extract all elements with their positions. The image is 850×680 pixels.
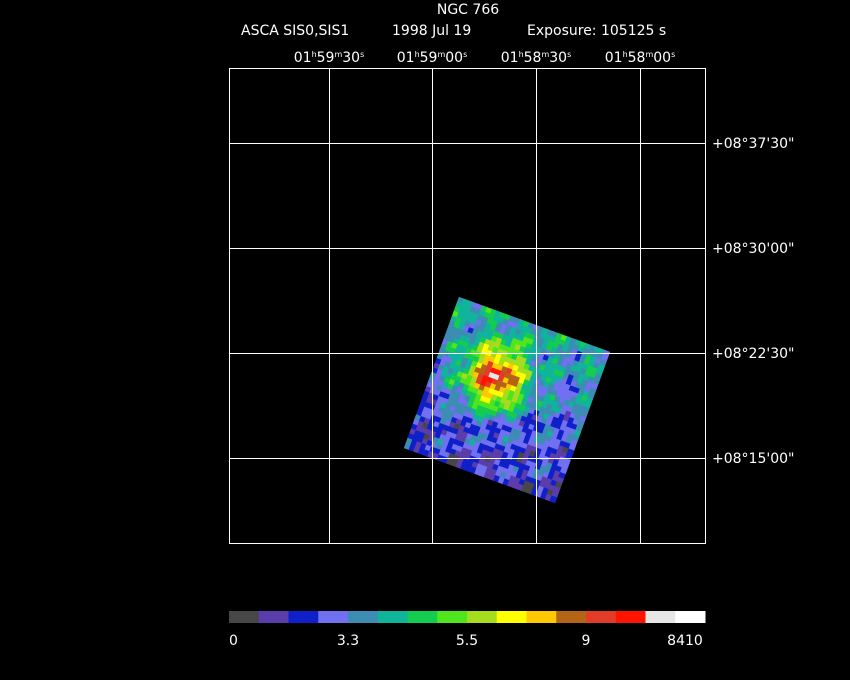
image-pixel — [549, 495, 558, 504]
xray-image — [403, 296, 611, 504]
colorbar-label: 9 — [582, 633, 591, 649]
colorbar-swatch — [645, 611, 676, 623]
ra-label: 01h58m00s — [605, 50, 676, 66]
date: 1998 Jul 19 — [392, 23, 471, 39]
colorbar-label: 8410 — [667, 633, 703, 649]
colorbar-swatch — [377, 611, 408, 623]
colorbar-label: 0 — [229, 633, 238, 649]
colorbar-swatch — [615, 611, 646, 623]
colorbar-swatch — [675, 611, 706, 623]
dec-label: +08°37'30" — [712, 136, 794, 152]
colorbar-swatch — [288, 611, 319, 623]
colorbar-swatch — [318, 611, 349, 623]
plot-frame — [229, 68, 706, 544]
coordinate-grid: 01h59m30s 01h59m00s 01h58m30s 01h58m00s +08°… — [229, 50, 794, 543]
ra-label: 01h59m00s — [397, 50, 468, 66]
ra-label: 01h58m30s — [501, 50, 572, 66]
colorbar-label: 5.5 — [456, 633, 478, 649]
exposure: Exposure: 105125 s — [527, 23, 666, 39]
colorbar-swatch — [467, 611, 498, 623]
colorbar-swatch — [556, 611, 587, 623]
ra-label: 01h59m30s — [294, 50, 365, 66]
colorbar-swatch — [258, 611, 289, 623]
colorbar-swatch — [229, 611, 260, 623]
dec-label: +08°15'00" — [712, 451, 794, 467]
colorbar-swatch — [586, 611, 617, 623]
colorbar: 0 3.3 5.5 9 8410 — [229, 611, 706, 649]
colorbar-label: 3.3 — [337, 633, 359, 649]
title: NGC 766 — [437, 2, 499, 18]
colorbar-swatch — [496, 611, 527, 623]
colorbar-swatch — [348, 611, 379, 623]
instrument: ASCA SIS0,SIS1 — [241, 23, 349, 39]
colorbar-swatch — [526, 611, 557, 623]
dec-label: +08°22'30" — [712, 346, 794, 362]
colorbar-swatch — [437, 611, 468, 623]
dec-label: +08°30'00" — [712, 241, 794, 257]
colorbar-swatch — [407, 611, 438, 623]
